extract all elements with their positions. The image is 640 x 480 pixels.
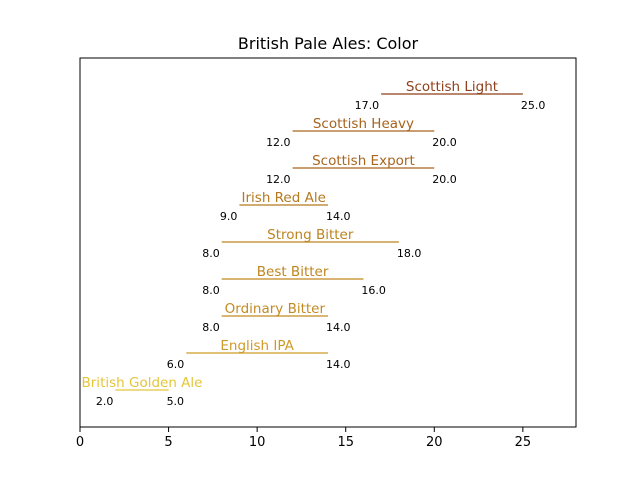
range-max-label: 18.0 (397, 247, 422, 260)
range-max-label: 16.0 (361, 284, 386, 297)
range-max-label: 20.0 (432, 136, 457, 149)
range-name-label: British Golden Ale (82, 375, 203, 391)
x-axis: 0 5 10 15 20 25 (76, 427, 531, 450)
x-tick-label: 20 (426, 435, 443, 450)
x-tick-label: 10 (249, 435, 266, 450)
x-tick-label: 25 (515, 435, 532, 450)
range-name-label: Strong Bitter (267, 227, 354, 243)
range-min-label: 8.0 (202, 284, 220, 297)
range-row: British Golden Ale 2.0 5.0 (82, 375, 203, 408)
range-row: English IPA 6.0 14.0 (167, 338, 351, 371)
range-min-label: 8.0 (202, 321, 220, 334)
range-max-label: 14.0 (326, 358, 351, 371)
range-min-label: 2.0 (96, 395, 114, 408)
ranges-layer: British Golden Ale 2.0 5.0 English IPA 6.0 14… (82, 79, 546, 408)
x-tick-label: 15 (337, 435, 354, 450)
range-max-label: 14.0 (326, 321, 351, 334)
range-name-label: Best Bitter (257, 264, 329, 280)
range-max-label: 5.0 (167, 395, 185, 408)
chart-title: British Pale Ales: Color (238, 34, 419, 53)
x-tick-label: 5 (164, 435, 172, 450)
range-name-label: Irish Red Ale (242, 190, 326, 206)
range-name-label: Scottish Light (406, 79, 498, 95)
range-row: Scottish Light 17.0 25.0 (355, 79, 546, 112)
range-row: Ordinary Bitter 8.0 14.0 (202, 301, 350, 334)
range-name-label: Ordinary Bitter (225, 301, 326, 317)
range-name-label: English IPA (220, 338, 294, 354)
range-max-label: 14.0 (326, 210, 351, 223)
range-min-label: 6.0 (167, 358, 185, 371)
range-row: Strong Bitter 8.0 18.0 (202, 227, 421, 260)
range-name-label: Scottish Export (312, 153, 415, 169)
range-name-label: Scottish Heavy (313, 116, 414, 132)
range-row: Irish Red Ale 9.0 14.0 (220, 190, 351, 223)
range-max-label: 20.0 (432, 173, 457, 186)
range-min-label: 17.0 (355, 99, 380, 112)
range-min-label: 12.0 (266, 136, 291, 149)
range-row: Best Bitter 8.0 16.0 (202, 264, 386, 297)
plot-frame (79, 57, 577, 428)
range-max-label: 25.0 (521, 99, 546, 112)
range-row: Scottish Export 12.0 20.0 (266, 153, 457, 186)
range-min-label: 12.0 (266, 173, 291, 186)
range-row: Scottish Heavy 12.0 20.0 (266, 116, 457, 149)
range-min-label: 8.0 (202, 247, 220, 260)
range-min-label: 9.0 (220, 210, 238, 223)
x-tick-label: 0 (76, 435, 84, 450)
